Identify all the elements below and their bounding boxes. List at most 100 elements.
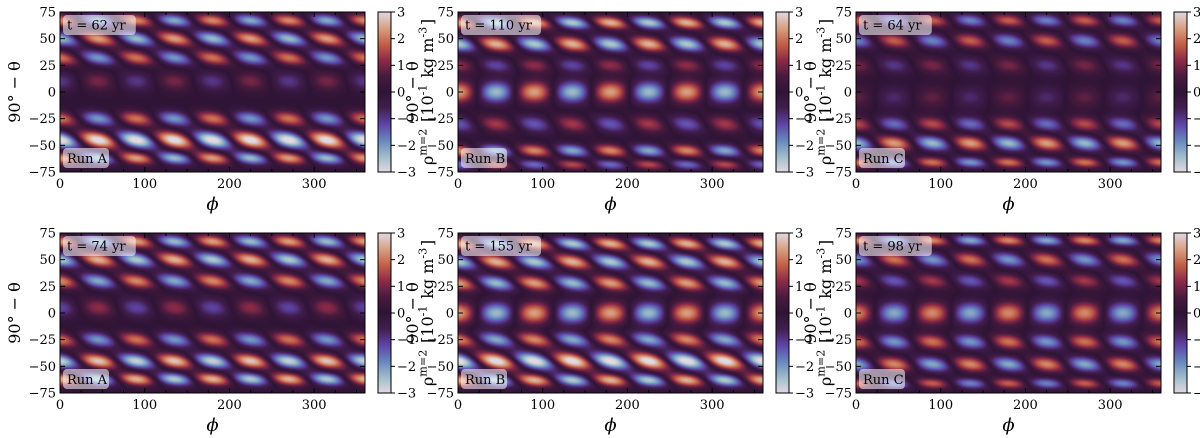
heatmap-image [60, 233, 365, 393]
colorbar-tick-label: 3 [795, 6, 803, 21]
y-tick-label: 75 [437, 227, 454, 242]
time-label-text: t = 64 yr [863, 19, 922, 34]
x-axis-label: ϕ [206, 415, 218, 436]
colorbar-tick-label: 2 [397, 253, 405, 268]
colorbar-tick-label: −2 [1193, 360, 1200, 375]
y-tick-label: −50 [427, 360, 454, 375]
colorbar-tick-label: −1 [397, 112, 416, 127]
time-label: t = 74 yr [63, 236, 136, 256]
colorbar-tick-label: 3 [1193, 6, 1200, 21]
x-tick-label: 300 [302, 398, 327, 413]
colorbar-tick-label: 2 [795, 32, 803, 47]
colorbar-tick-label: −1 [795, 112, 814, 127]
y-tick-label: 0 [446, 86, 454, 101]
run-label: Run B [461, 369, 507, 389]
panel-6: 0 100 200 300 −75 −50 −25 0 25 50 75 ϕ 90° − θ t = 98… [801, 227, 1200, 437]
y-tick-label: −75 [825, 387, 852, 402]
run-label-text: Run A [67, 152, 108, 167]
colorbar-tick-label: 2 [795, 253, 803, 268]
y-tick-label: −25 [825, 333, 852, 348]
time-label: t = 98 yr [859, 236, 932, 256]
colorbar-tick-label: 0 [795, 307, 803, 322]
time-label-text: t = 110 yr [465, 19, 533, 34]
time-label-box [63, 15, 136, 35]
colorbar-label: ρm=2 [10-1 kg m-3 ] [815, 240, 835, 386]
y-tick-label: −50 [825, 139, 852, 154]
y-tick-label: 50 [835, 253, 852, 268]
y-axis-label: 90° − θ [801, 61, 820, 123]
y-tick-label: 0 [48, 86, 56, 101]
colorbar-gradient [377, 232, 392, 394]
colorbar-label: ρm=2 [10-1 kg m-3 ] [815, 19, 835, 165]
colorbar-tick-label: 2 [1193, 253, 1200, 268]
run-label: Run C [859, 148, 905, 168]
y-tick-label: −50 [29, 139, 56, 154]
x-tick-label: 100 [132, 398, 157, 413]
run-label-text: Run C [863, 152, 904, 167]
y-tick-label: 50 [835, 32, 852, 47]
y-tick-label: 25 [39, 59, 56, 74]
x-tick-label: 200 [615, 398, 640, 413]
y-tick-label: −25 [29, 112, 56, 127]
colorbar-tick-label: −2 [397, 360, 416, 375]
colorbar-tick-label: 1 [795, 280, 803, 295]
x-tick-label: 100 [530, 398, 555, 413]
colorbar-tick-label: 1 [1193, 280, 1200, 295]
x-tick-label: 100 [928, 398, 953, 413]
colorbar-tick-label: 3 [1193, 227, 1200, 242]
y-tick-label: −25 [29, 333, 56, 348]
run-label-box [461, 148, 507, 168]
y-tick-label: 25 [835, 280, 852, 295]
time-label-box [859, 236, 932, 256]
x-axis-label: ϕ [1002, 415, 1014, 436]
colorbar-tick-label: 0 [1193, 307, 1200, 322]
y-tick-label: −75 [29, 166, 56, 181]
run-label: Run A [63, 148, 109, 168]
time-label-box [859, 15, 932, 35]
y-tick-label: 25 [835, 59, 852, 74]
x-tick-label: 0 [56, 398, 64, 413]
y-tick-label: 75 [39, 227, 56, 242]
heatmap-image [458, 12, 763, 172]
colorbar-tick-label: 0 [1193, 86, 1200, 101]
colorbar-tick-label: 0 [397, 307, 405, 322]
colorbar-tick-label: 2 [1193, 32, 1200, 47]
panel-4: 0 100 200 300 −75 −50 −25 0 25 50 75 ϕ 90° − θ t = 74… [5, 227, 437, 437]
time-label-text: t = 98 yr [863, 240, 922, 255]
x-tick-label: 100 [132, 177, 157, 192]
colorbar-gradient [1173, 232, 1188, 394]
colorbar-tick-label: −1 [397, 333, 416, 348]
y-tick-label: 50 [39, 253, 56, 268]
x-tick-label: 300 [700, 177, 725, 192]
y-tick-label: −25 [825, 112, 852, 127]
time-label: t = 62 yr [63, 15, 136, 35]
y-axis-label: 90° − θ [801, 282, 820, 344]
colorbar-tick-label: 1 [1193, 59, 1200, 74]
y-tick-label: −75 [427, 387, 454, 402]
colorbar-tick-label: −3 [1193, 166, 1200, 181]
colorbar-tick-label: −1 [1193, 112, 1200, 127]
run-label-box [461, 369, 507, 389]
y-tick-label: 25 [437, 59, 454, 74]
heatmap-image [856, 12, 1161, 172]
run-label-box [859, 148, 905, 168]
run-label-box [63, 369, 109, 389]
y-axis-label: 90° − θ [5, 282, 24, 344]
x-axis-label: ϕ [206, 194, 218, 215]
colorbar-tick-label: 2 [397, 32, 405, 47]
run-label-text: Run B [465, 373, 505, 388]
colorbar-tick-label: 1 [795, 59, 803, 74]
x-axis-label: ϕ [604, 194, 616, 215]
y-tick-label: 75 [835, 6, 852, 21]
colorbar-gradient [775, 11, 790, 173]
colorbar-tick-label: 3 [397, 6, 405, 21]
colorbar-gradient [377, 11, 392, 173]
x-tick-label: 0 [852, 398, 860, 413]
x-tick-label: 200 [217, 177, 242, 192]
colorbar-tick-label: −2 [1193, 139, 1200, 154]
heatmap-image [458, 233, 763, 393]
x-tick-label: 300 [302, 177, 327, 192]
